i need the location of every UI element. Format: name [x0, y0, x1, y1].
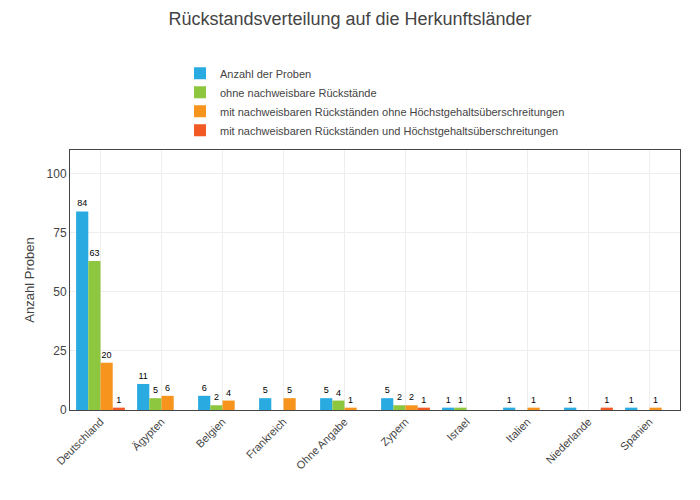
svg-text:5: 5 [324, 385, 329, 395]
svg-text:Ohne Angabe: Ohne Angabe [294, 416, 350, 472]
svg-text:1: 1 [568, 395, 573, 405]
svg-text:Ägypten: Ägypten [130, 416, 167, 453]
svg-text:1: 1 [531, 395, 536, 405]
svg-text:6: 6 [202, 383, 207, 393]
svg-text:1: 1 [458, 395, 463, 405]
svg-text:Niederlande: Niederlande [543, 416, 593, 466]
svg-text:1: 1 [421, 395, 426, 405]
svg-text:1: 1 [653, 395, 658, 405]
svg-text:0: 0 [60, 403, 67, 417]
svg-text:Israel: Israel [444, 416, 472, 444]
svg-text:11: 11 [139, 371, 148, 381]
svg-text:Rückstandsverteilung auf die H: Rückstandsverteilung auf die Herkunftslä… [168, 9, 531, 29]
svg-text:Deutschland: Deutschland [54, 416, 106, 468]
svg-text:5: 5 [287, 385, 292, 395]
svg-text:ohne nachweisbare Rückstände: ohne nachweisbare Rückstände [220, 87, 377, 99]
svg-text:1: 1 [629, 395, 634, 405]
svg-text:25: 25 [53, 344, 67, 358]
svg-text:5: 5 [385, 385, 390, 395]
svg-text:84: 84 [77, 198, 87, 208]
svg-text:20: 20 [102, 350, 112, 360]
svg-text:4: 4 [226, 388, 231, 398]
svg-text:50: 50 [53, 285, 67, 299]
svg-text:2: 2 [214, 392, 219, 402]
svg-text:6: 6 [165, 383, 170, 393]
svg-text:mit nachweisbaren Rückständen: mit nachweisbaren Rückständen ohne Höchs… [220, 106, 564, 118]
svg-text:5: 5 [263, 385, 268, 395]
svg-text:Belgien: Belgien [193, 416, 227, 450]
svg-text:2: 2 [409, 392, 414, 402]
svg-text:63: 63 [89, 248, 99, 258]
svg-text:100: 100 [47, 167, 67, 181]
svg-text:1: 1 [348, 395, 353, 405]
svg-text:Anzahl Proben: Anzahl Proben [22, 237, 37, 322]
svg-text:75: 75 [53, 226, 67, 240]
svg-text:1: 1 [446, 395, 451, 405]
svg-text:Anzahl der Proben: Anzahl der Proben [220, 68, 311, 80]
svg-text:2: 2 [397, 392, 402, 402]
svg-text:1: 1 [507, 395, 512, 405]
svg-text:5: 5 [153, 385, 158, 395]
svg-text:1: 1 [116, 395, 121, 405]
svg-text:Frankreich: Frankreich [244, 416, 289, 461]
svg-text:Italien: Italien [504, 416, 533, 445]
svg-text:1: 1 [604, 395, 609, 405]
svg-text:4: 4 [336, 388, 341, 398]
svg-text:Zypern: Zypern [378, 416, 411, 449]
svg-text:mit nachweisbaren Rückständen: mit nachweisbaren Rückständen und Höchst… [220, 125, 558, 137]
svg-text:Spanien: Spanien [618, 416, 655, 453]
